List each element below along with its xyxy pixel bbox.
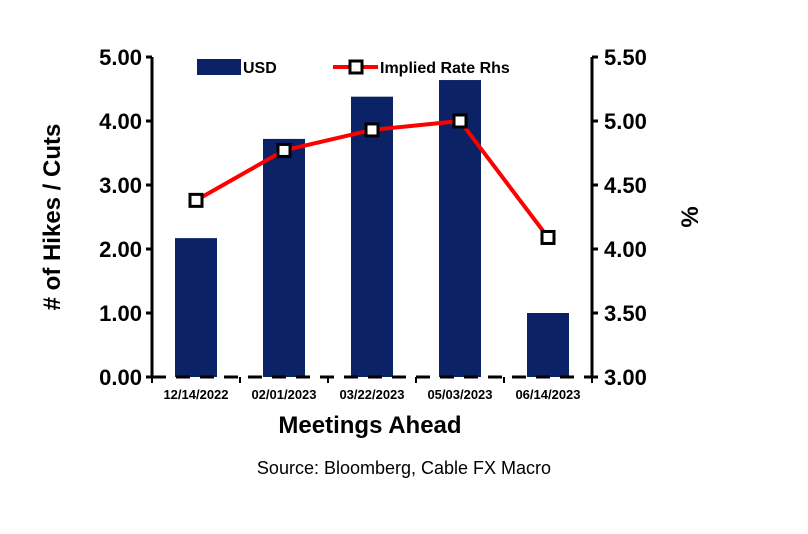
x-tick-label: 03/22/2023: [339, 387, 404, 402]
x-tick-label: 05/03/2023: [427, 387, 492, 402]
marker-implied-rate-4: [452, 113, 468, 129]
bar-usd-3: [351, 96, 393, 378]
y-axis-left-ticks: 0.00 1.00 2.00 3.00 4.00 5.00: [99, 45, 152, 390]
legend-label-usd: USD: [243, 60, 277, 77]
y-left-tick-label: 3.00: [99, 173, 142, 198]
legend-marker-implied-rate: [348, 59, 364, 75]
bar-usd-2: [263, 138, 305, 377]
marker-implied-rate-5: [540, 229, 556, 245]
y-right-tick-label: 5.50: [604, 45, 647, 70]
marker-implied-rate-2: [276, 142, 292, 158]
y-left-tick-label: 5.00: [99, 45, 142, 70]
y-right-tick-label: 4.00: [604, 237, 647, 262]
legend-label-implied-rate: Implied Rate Rhs: [380, 60, 510, 77]
x-axis-ticks: 12/14/2022 02/01/2023 03/22/2023 05/03/2023…: [151, 377, 593, 402]
y-right-tick-label: 3.50: [604, 301, 647, 326]
y-left-tick-label: 0.00: [99, 365, 142, 390]
x-tick-label: 02/01/2023: [251, 387, 316, 402]
legend-swatch-usd: [197, 59, 241, 75]
y-axis-left-title: # of Hikes / Cuts: [39, 124, 66, 311]
y-right-tick-label: 4.50: [604, 173, 647, 198]
bar-usd-5: [527, 313, 569, 377]
y-left-tick-label: 1.00: [99, 301, 142, 326]
source-note: Source: Bloomberg, Cable FX Macro: [257, 458, 551, 478]
axes: [150, 57, 594, 379]
y-left-tick-label: 2.00: [99, 237, 142, 262]
y-right-tick-label: 3.00: [604, 365, 647, 390]
y-axis-right-ticks: 3.00 3.50 4.00 4.50 5.00 5.50: [592, 45, 647, 390]
line-series-implied-rate: [188, 113, 556, 245]
marker-implied-rate-3: [364, 122, 380, 138]
legend: USD Implied Rate Rhs: [197, 59, 510, 77]
bar-usd-1: [175, 238, 217, 377]
x-tick-label: 06/14/2023: [515, 387, 580, 402]
y-left-tick-label: 4.00: [99, 109, 142, 134]
x-tick-label: 12/14/2022: [163, 387, 228, 402]
y-right-tick-label: 5.00: [604, 109, 647, 134]
y-axis-right-title: %: [677, 206, 704, 227]
bar-series-usd: [175, 80, 569, 378]
marker-implied-rate-1: [188, 192, 204, 208]
bar-usd-4: [439, 80, 481, 377]
x-axis-title: Meetings Ahead: [278, 412, 461, 439]
